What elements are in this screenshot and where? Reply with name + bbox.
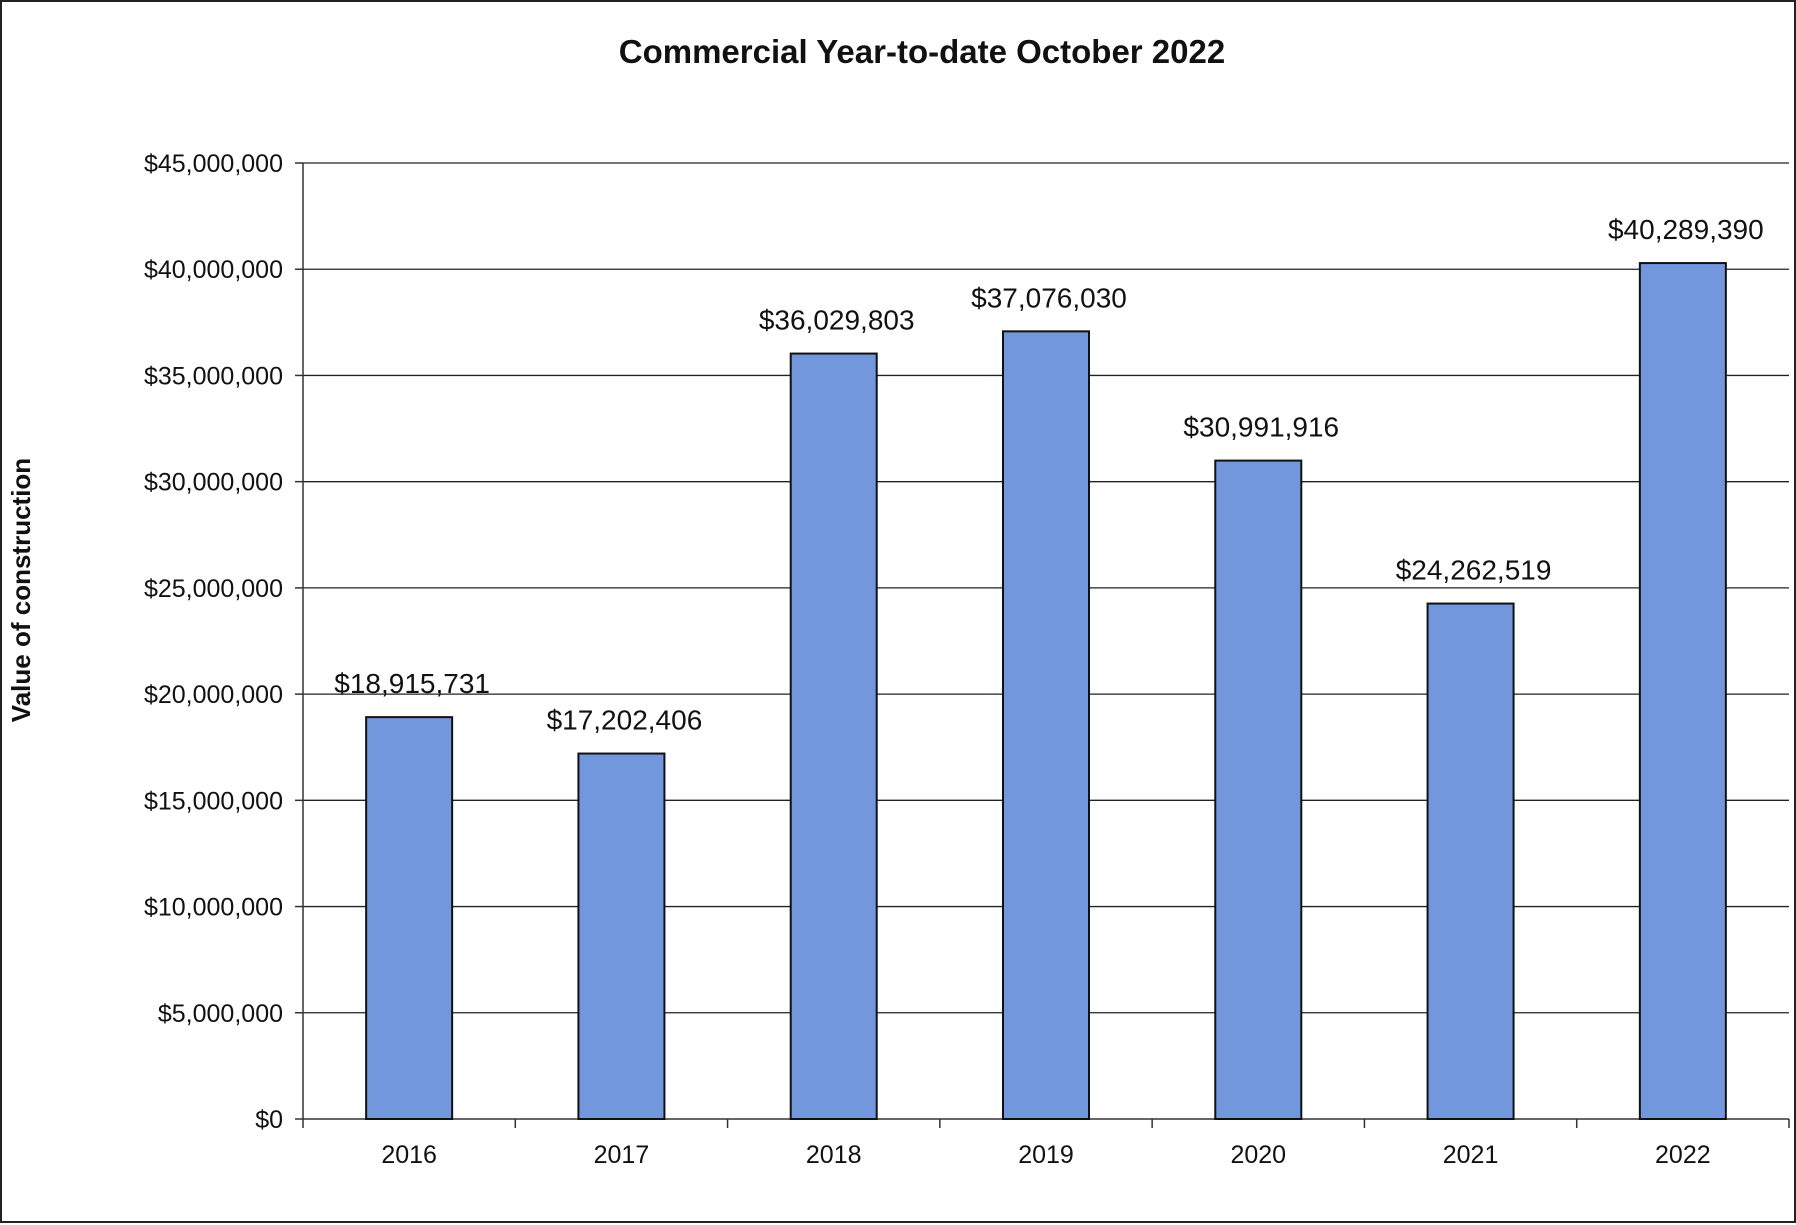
x-tick-label: 2016 <box>381 1141 437 1169</box>
data-label-2016: $18,915,731 <box>334 668 490 699</box>
data-label-2022: $40,289,390 <box>1608 214 1764 245</box>
data-label-2019: $37,076,030 <box>971 282 1127 313</box>
data-label-2017: $17,202,406 <box>547 705 703 736</box>
bar-2017 <box>577 752 666 1120</box>
y-tick-label: $0 <box>255 1106 283 1134</box>
bar-2022 <box>1638 262 1727 1120</box>
chart-title: Commercial Year-to-date October 2022 <box>619 33 1225 70</box>
y-tick-label: $10,000,000 <box>144 894 283 922</box>
data-label-2020: $30,991,916 <box>1183 412 1339 443</box>
x-tick-label: 2017 <box>594 1141 650 1169</box>
x-tick-label: 2022 <box>1655 1141 1711 1169</box>
data-label-2018: $36,029,803 <box>759 305 915 336</box>
bar-2020 <box>1214 459 1303 1121</box>
y-tick-label: $25,000,000 <box>144 575 283 603</box>
plot-area: $0 $5,000,000 $10,000,000 $15,000,000 $20,00… <box>144 150 1790 1169</box>
y-tick-label: $15,000,000 <box>144 787 283 815</box>
bar-2021 <box>1426 602 1515 1120</box>
x-tick-label: 2020 <box>1230 1141 1286 1169</box>
data-label-2021: $24,262,519 <box>1396 555 1552 586</box>
y-tick-label: $30,000,000 <box>144 469 283 497</box>
y-tick-label: $5,000,000 <box>158 1000 283 1028</box>
y-axis-label: Value of construction <box>6 458 36 722</box>
bar-2016 <box>365 716 454 1120</box>
x-tick-label: 2018 <box>806 1141 862 1169</box>
bar-2018 <box>789 352 878 1121</box>
x-tick-label: 2019 <box>1018 1141 1074 1169</box>
y-tick-label: $40,000,000 <box>144 256 283 284</box>
x-tick-label: 2021 <box>1443 1141 1499 1169</box>
y-tick-label: $35,000,000 <box>144 362 283 390</box>
y-tick-label: $20,000,000 <box>144 681 283 709</box>
y-tick-label: $45,000,000 <box>144 150 283 178</box>
bar-2019 <box>1002 330 1090 1120</box>
